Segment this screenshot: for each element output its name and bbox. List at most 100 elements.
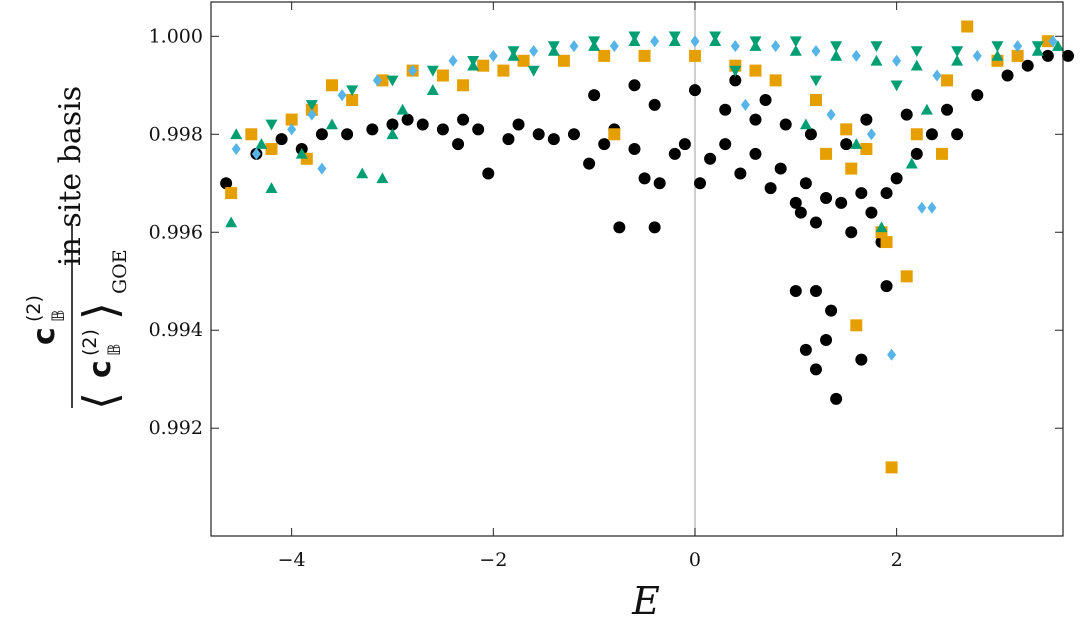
data-point-circle bbox=[532, 128, 545, 141]
data-point-circle bbox=[820, 191, 833, 204]
y-frac-numerator: c bbox=[27, 327, 62, 345]
data-point-diamond bbox=[927, 201, 937, 214]
data-point-triangle-up bbox=[1051, 40, 1064, 51]
data-point-triangle-down bbox=[789, 36, 802, 48]
data-point-diamond bbox=[650, 35, 660, 48]
data-point-circle bbox=[416, 118, 429, 131]
data-point-circle bbox=[452, 138, 465, 151]
data-point-square bbox=[477, 59, 490, 72]
data-point-triangle-down bbox=[547, 41, 560, 53]
data-point-triangle-down bbox=[729, 65, 742, 77]
data-point-circle bbox=[638, 172, 651, 185]
data-point-circle bbox=[794, 206, 807, 219]
data-point-circle bbox=[860, 113, 873, 126]
data-point-circle bbox=[386, 118, 399, 131]
data-point-square bbox=[225, 187, 238, 200]
data-point-triangle-up bbox=[951, 54, 964, 66]
data-point-triangle-up bbox=[255, 138, 268, 149]
data-point-circle bbox=[694, 177, 707, 190]
data-point-square bbox=[245, 128, 258, 141]
data-point-diamond bbox=[826, 108, 836, 121]
data-point-diamond bbox=[932, 69, 942, 82]
data-point-triangle-up bbox=[875, 221, 888, 233]
data-point-circle bbox=[588, 89, 601, 102]
data-point-square bbox=[688, 49, 701, 62]
data-point-triangle-up bbox=[910, 59, 923, 71]
data-point-triangle-down bbox=[265, 119, 278, 131]
data-point-triangle-down bbox=[749, 36, 762, 48]
data-point-square bbox=[880, 236, 893, 249]
data-point-triangle-up bbox=[230, 128, 243, 140]
data-point-triangle-down bbox=[426, 65, 439, 77]
data-point-diamond bbox=[251, 147, 261, 160]
data-point-circle bbox=[315, 128, 328, 141]
data-point-diamond bbox=[851, 49, 861, 62]
data-point-diamond bbox=[307, 108, 317, 121]
data-point-circle bbox=[482, 167, 495, 180]
data-point-circle bbox=[598, 138, 611, 151]
data-point-triangle-up bbox=[295, 147, 308, 159]
data-point-diamond bbox=[972, 49, 982, 62]
data-point-square bbox=[1011, 49, 1024, 62]
data-point-circle bbox=[799, 177, 812, 190]
data-point-triangle-up bbox=[225, 216, 238, 228]
data-point-circle bbox=[457, 113, 470, 126]
data-point-triangle-up bbox=[799, 118, 812, 130]
x-axis-title: E bbox=[631, 579, 660, 623]
y-tick-label: 0.992 bbox=[149, 417, 203, 439]
data-point-square bbox=[346, 93, 359, 106]
data-point-diamond bbox=[529, 44, 539, 57]
data-point-triangle-down bbox=[507, 46, 520, 57]
data-point-circle bbox=[804, 128, 817, 141]
y-tick-label: 1.000 bbox=[149, 25, 203, 47]
data-point-circle bbox=[613, 221, 626, 234]
data-point-diamond bbox=[730, 40, 740, 53]
data-point-circle bbox=[809, 216, 822, 229]
data-point-circle bbox=[820, 334, 833, 347]
data-point-diamond bbox=[287, 123, 297, 136]
data-point-square bbox=[961, 20, 974, 33]
data-point-square bbox=[820, 147, 833, 160]
data-point-square bbox=[325, 79, 338, 92]
data-point-circle bbox=[830, 392, 843, 405]
data-point-triangle-down bbox=[1031, 41, 1044, 53]
data-point-circle bbox=[749, 113, 762, 126]
data-point-triangle-up bbox=[265, 182, 278, 193]
data-point-circle bbox=[749, 147, 762, 160]
data-point-circle bbox=[1001, 69, 1014, 82]
data-point-square bbox=[497, 64, 510, 77]
data-point-diamond bbox=[488, 49, 498, 62]
data-point-square bbox=[885, 461, 898, 474]
data-point-circle bbox=[809, 363, 822, 376]
data-point-triangle-up bbox=[920, 103, 933, 115]
y-frac-right-bracket: ⟩ bbox=[73, 302, 127, 320]
data-point-square bbox=[638, 49, 651, 62]
data-point-diamond bbox=[337, 89, 347, 102]
data-point-circle bbox=[845, 226, 858, 239]
data-point-circle bbox=[971, 89, 984, 102]
data-point-triangle-up bbox=[396, 103, 409, 115]
x-tick-label: 2 bbox=[891, 549, 903, 571]
data-point-diamond bbox=[887, 348, 897, 361]
data-point-circle bbox=[865, 206, 878, 219]
data-point-circle bbox=[789, 196, 802, 209]
data-point-circle bbox=[910, 147, 923, 160]
data-point-circle bbox=[840, 138, 853, 151]
data-point-diamond bbox=[740, 98, 750, 111]
data-point-square bbox=[910, 128, 923, 141]
data-point-diamond bbox=[448, 54, 458, 67]
data-point-circle bbox=[668, 147, 681, 160]
data-point-circle bbox=[220, 177, 233, 190]
data-point-circle bbox=[366, 123, 379, 136]
data-point-square bbox=[840, 123, 853, 136]
data-point-circle bbox=[855, 353, 868, 366]
data-point-triangle-down bbox=[588, 36, 601, 48]
y-frac-left-bracket: ⟨ bbox=[73, 392, 127, 410]
data-point-diamond bbox=[317, 162, 327, 175]
data-point-circle bbox=[1041, 49, 1054, 62]
y-tick-label: 0.996 bbox=[149, 221, 203, 243]
data-point-triangle-down bbox=[709, 31, 722, 43]
data-point-square bbox=[285, 113, 298, 126]
data-point-circle bbox=[502, 133, 515, 146]
